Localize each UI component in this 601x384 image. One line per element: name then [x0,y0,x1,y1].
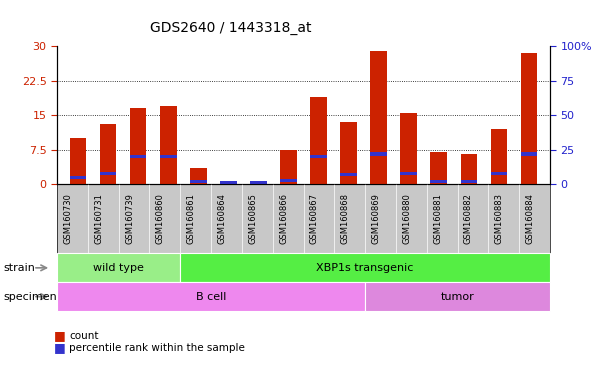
Bar [280,150,297,184]
Bar [190,168,207,184]
Text: GSM160883: GSM160883 [495,194,504,244]
Bar [250,182,267,184]
Bar [310,97,327,184]
Text: GSM160730: GSM160730 [64,194,73,244]
Text: B cell: B cell [196,291,227,302]
Bar [520,53,537,184]
Text: XBP1s transgenic: XBP1s transgenic [316,263,414,273]
Text: GSM160860: GSM160860 [156,194,165,244]
Bar [520,152,537,156]
Bar [190,180,207,183]
Bar [460,180,477,183]
Bar [220,181,237,185]
Bar [100,124,117,184]
Text: percentile rank within the sample: percentile rank within the sample [69,343,245,353]
Bar [370,152,387,156]
Bar [430,152,447,184]
Text: specimen: specimen [3,291,56,302]
Text: strain: strain [3,263,35,273]
Text: tumor: tumor [441,291,474,302]
Bar [310,155,327,158]
Text: GSM160868: GSM160868 [341,194,350,244]
Bar [490,172,507,175]
Text: ■: ■ [54,329,66,343]
Bar [250,181,267,185]
Bar [280,179,297,182]
Bar [160,106,177,184]
Bar [130,108,147,184]
Bar [70,138,87,184]
Text: GSM160882: GSM160882 [464,194,473,244]
Bar [220,182,237,184]
Bar [400,172,417,175]
Bar [430,180,447,183]
Bar [130,155,147,158]
Text: GSM160731: GSM160731 [94,194,103,244]
Bar [160,155,177,158]
Bar [70,176,87,179]
Text: wild type: wild type [93,263,144,273]
Text: GSM160881: GSM160881 [433,194,442,244]
Text: GSM160864: GSM160864 [218,194,227,244]
Text: count: count [69,331,99,341]
Text: GSM160866: GSM160866 [279,194,288,244]
Text: GSM160884: GSM160884 [525,194,534,244]
Bar [100,172,117,175]
Text: GDS2640 / 1443318_at: GDS2640 / 1443318_at [150,21,312,35]
Text: GSM160867: GSM160867 [310,194,319,244]
Bar [370,51,387,184]
Bar [340,173,357,176]
Text: ■: ■ [54,341,66,354]
Bar [400,113,417,184]
Bar [340,122,357,184]
Text: GSM160865: GSM160865 [248,194,257,244]
Bar [460,154,477,184]
Text: GSM160869: GSM160869 [371,194,380,244]
Text: GSM160880: GSM160880 [402,194,411,244]
Text: GSM160739: GSM160739 [125,194,134,244]
Text: GSM160861: GSM160861 [187,194,196,244]
Bar [490,129,507,184]
